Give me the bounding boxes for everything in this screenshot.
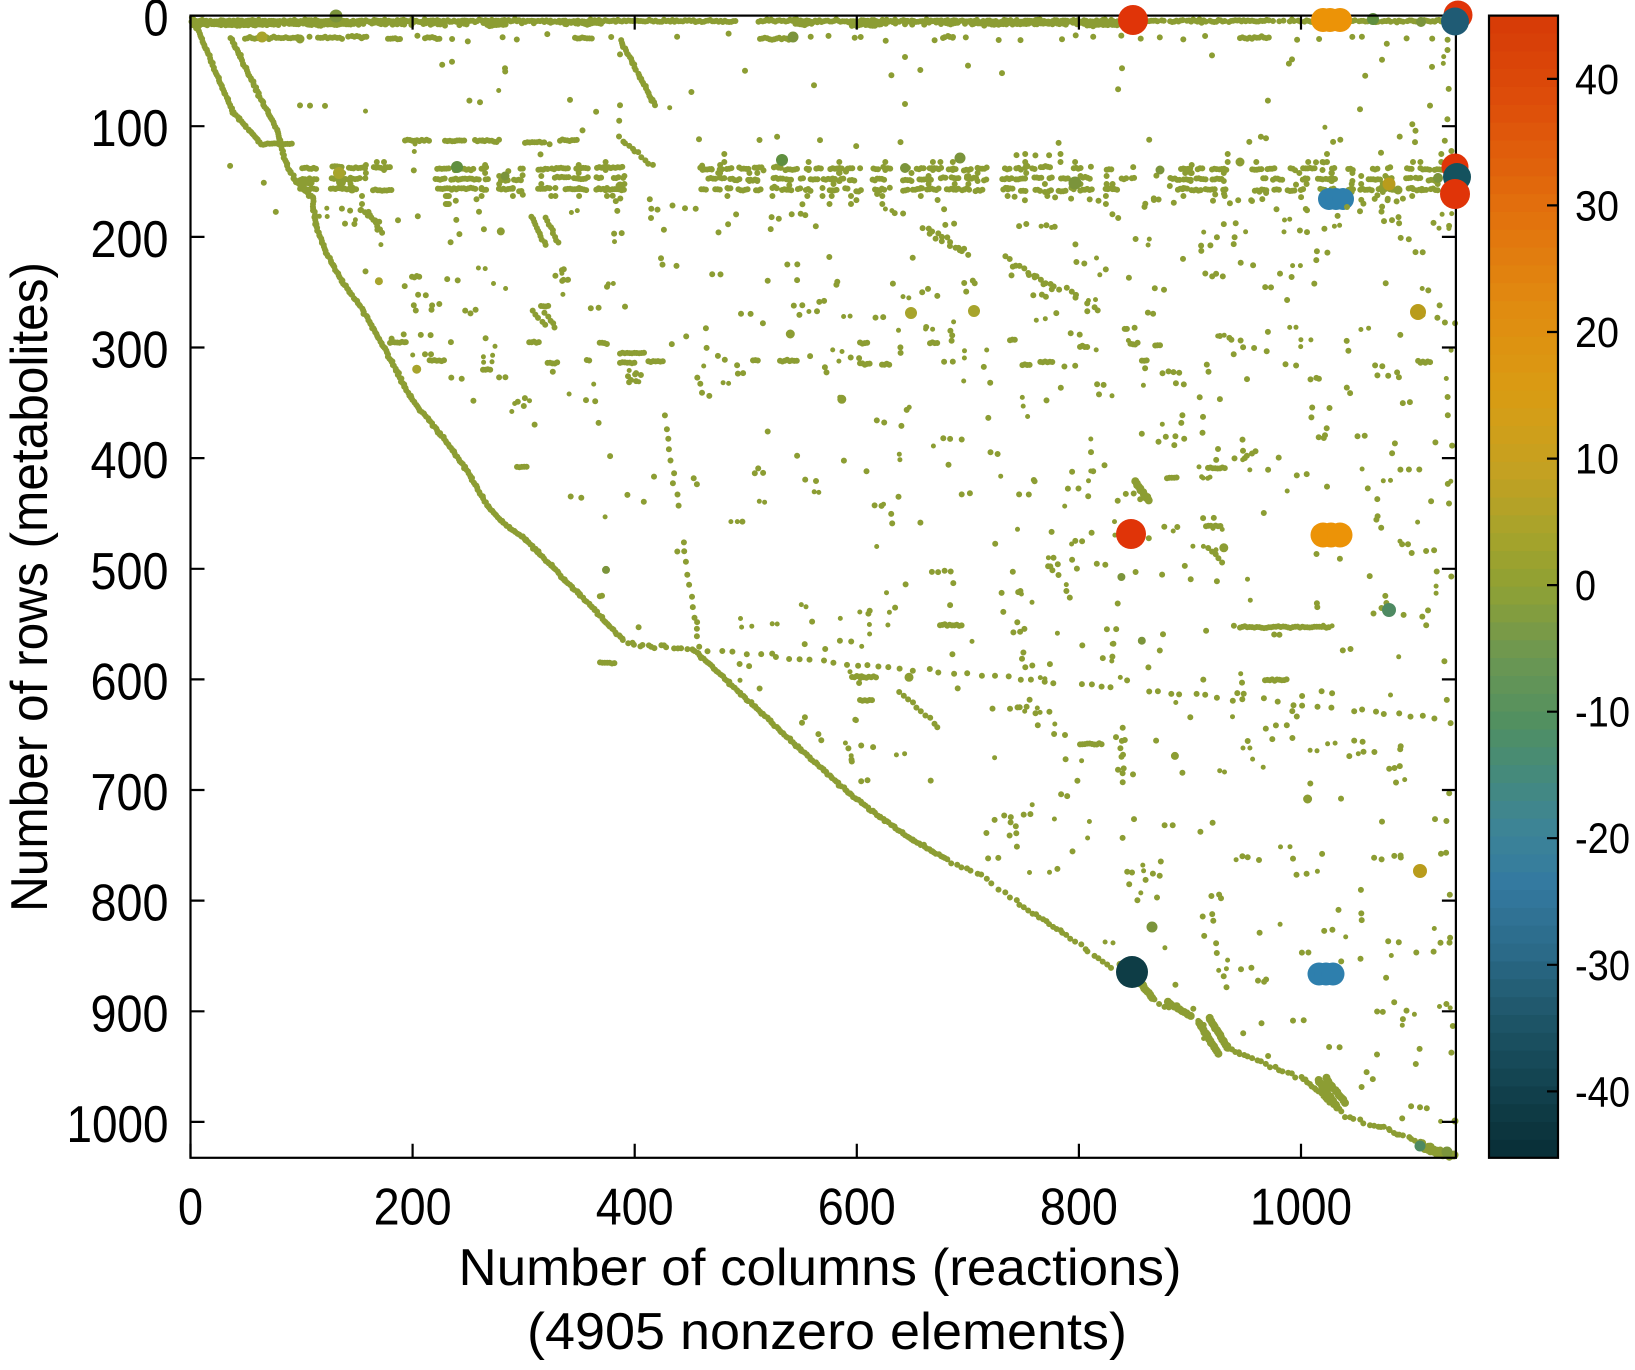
svg-text:30: 30 [1575,182,1619,230]
svg-text:0: 0 [144,0,169,48]
svg-text:Number of rows (metabolites): Number of rows (metabolites) [1,262,59,912]
svg-text:200: 200 [374,1179,452,1237]
svg-text:-40: -40 [1575,1068,1630,1116]
svg-text:800: 800 [1040,1179,1118,1237]
svg-text:300: 300 [91,322,169,380]
svg-text:800: 800 [91,875,169,933]
svg-text:-30: -30 [1575,942,1630,990]
svg-text:600: 600 [818,1179,896,1237]
svg-text:20: 20 [1575,309,1619,357]
svg-text:0: 0 [178,1179,203,1237]
svg-text:500: 500 [91,543,169,601]
svg-text:400: 400 [596,1179,674,1237]
svg-text:100: 100 [91,100,169,158]
svg-text:1000: 1000 [1250,1179,1352,1237]
svg-text:10: 10 [1575,436,1619,484]
svg-text:200: 200 [91,211,169,269]
svg-text:400: 400 [91,432,169,490]
svg-text:700: 700 [91,764,169,822]
svg-text:(4905 nonzero elements): (4905 nonzero elements) [527,1303,1127,1361]
svg-text:600: 600 [91,653,169,711]
svg-text:40: 40 [1575,56,1619,104]
svg-text:900: 900 [91,985,169,1043]
svg-text:0: 0 [1575,562,1596,610]
svg-text:Number of columns (reactions): Number of columns (reactions) [459,1239,1182,1297]
svg-text:-20: -20 [1575,815,1630,863]
svg-text:1000: 1000 [67,1096,169,1154]
svg-text:-10: -10 [1575,689,1630,737]
